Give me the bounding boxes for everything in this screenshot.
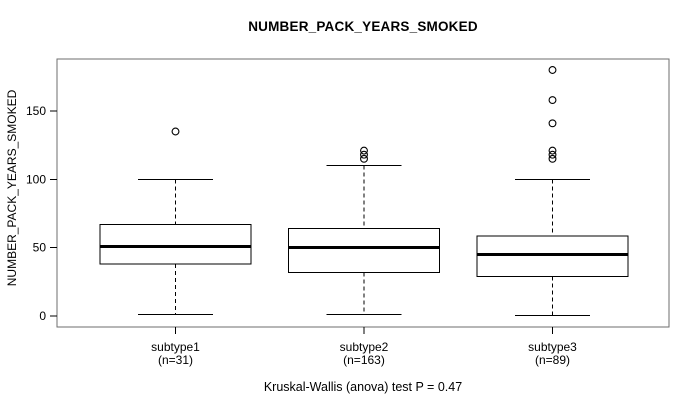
outlier-point xyxy=(548,96,557,105)
x-group-n-label: (n=31) xyxy=(158,353,193,367)
outlier-point xyxy=(548,146,557,155)
outlier-point xyxy=(360,154,368,163)
y-tick-label: 50 xyxy=(33,241,47,255)
x-group-n-label: (n=163) xyxy=(343,353,385,367)
y-tick-label: 100 xyxy=(26,172,46,186)
y-tick-label: 150 xyxy=(26,104,46,118)
chart-title: NUMBER_PACK_YEARS_SMOKED xyxy=(248,19,478,34)
iqr-box-subtype1 xyxy=(99,223,252,265)
x-group-label: subtype1 xyxy=(151,340,200,354)
outlier-point xyxy=(360,146,368,155)
iqr-box-subtype2 xyxy=(288,228,440,273)
outlier-point xyxy=(548,119,557,128)
outlier-point xyxy=(548,150,557,159)
x-group-label: subtype2 xyxy=(340,340,389,354)
outlier-point xyxy=(548,154,557,163)
plot-frame xyxy=(56,58,670,328)
outlier-point xyxy=(171,127,180,136)
y-tick-label: 0 xyxy=(39,309,46,323)
kruskal-wallis-note: Kruskal-Wallis (anova) test P = 0.47 xyxy=(263,380,463,394)
y-axis-label: NUMBER_PACK_YEARS_SMOKED xyxy=(5,89,19,287)
x-group-n-label: (n=89) xyxy=(535,353,570,367)
outlier-point xyxy=(360,150,368,159)
outlier-point xyxy=(548,66,557,74)
iqr-box-subtype3 xyxy=(476,235,629,277)
x-group-label: subtype3 xyxy=(528,340,577,354)
